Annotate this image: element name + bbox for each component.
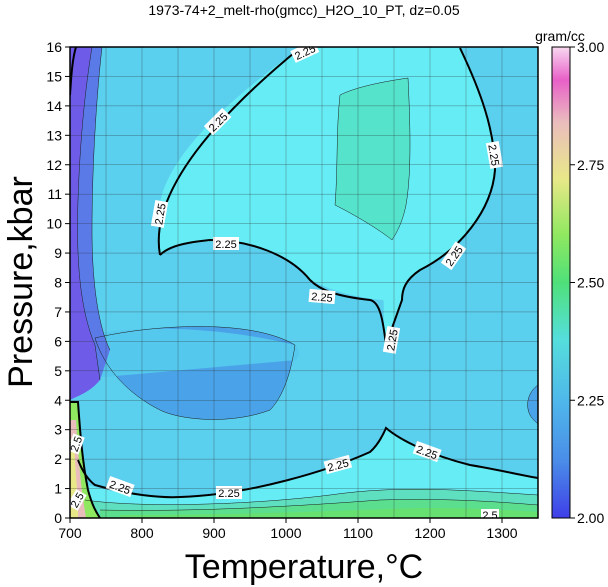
x-tick-label: 1200 [414,525,445,541]
y-tick-label: 9 [54,245,62,261]
chart-title: 1973-74+2_melt-rho(gmcc)_H2O_10_PT, dz=0… [148,2,460,18]
x-tick-label: 1300 [486,525,517,541]
x-tick-label: 1000 [270,525,301,541]
contour-label: 2.25 [385,329,401,352]
colorbar-tick-label: 2.75 [577,157,604,173]
region-left-edge-2 [77,47,110,380]
thin-contours [77,47,538,511]
y-tick-label: 10 [46,216,62,232]
colorbar-tick-label: 3.00 [577,39,604,55]
contour-label: 2.25 [153,203,169,226]
y-tick-label: 13 [46,127,62,143]
y-tick-label: 8 [54,275,62,291]
contour-label: 2.25 [218,488,239,500]
y-tick-label: 15 [46,68,62,84]
colorbar-tick-label: 2.25 [577,392,604,408]
y-tick-label: 12 [46,157,62,173]
y-tick-label: 16 [46,39,62,55]
contour-upper-left-arc [157,47,301,256]
y-tick-label: 4 [54,392,62,408]
x-axis-ticks: 700 800 900 1000 1100 1200 1300 [58,518,518,541]
y-tick-label: 14 [46,98,62,114]
contour-lower-left [70,401,101,518]
contour-label: 2.5 [482,510,497,522]
y-tick-label: 7 [54,304,62,320]
contour-label: 2.5 [69,435,86,453]
region-inner-high [335,78,410,240]
x-tick-label: 700 [58,525,82,541]
colorbar-tick-label: 2.00 [577,510,604,526]
x-tick-label: 1100 [343,525,373,541]
contour-label: 2.25 [215,239,236,251]
plot-area: 2.25 2.25 2.25 2.25 2.25 2.25 [69,47,538,522]
region-upper-light [158,48,496,345]
colorbar-tick-label: 2.50 [577,275,604,291]
contour-upper-right-arc [385,47,497,346]
y-axis-label: Pressure,kbar [2,176,40,388]
x-axis-label: Temperature,°C [185,548,423,586]
main-contours [70,47,538,518]
y-tick-label: 6 [54,333,62,349]
colorbar: gram/cc 2.00 2.25 2.50 2.75 3.00 [535,28,604,526]
contour-label: 2.25 [326,457,350,474]
x-tick-label: 900 [202,525,226,541]
y-tick-label: 2 [54,451,62,467]
grid-lines [70,47,538,518]
region-right-blob [527,385,538,424]
contour-upper-inner [159,238,387,346]
y-tick-label: 1 [54,481,62,497]
contour-lower [77,426,538,499]
contour-label: 2.25 [485,144,501,167]
y-tick-label: 11 [47,186,62,202]
colorbar-ticks: 2.00 2.25 2.50 2.75 3.00 [570,39,604,526]
colorbar-label: gram/cc [535,28,585,44]
y-tick-label: 0 [54,510,62,526]
colorbar-gradient [551,46,571,519]
y-tick-label: 3 [54,422,62,438]
y-tick-label: 5 [54,363,62,379]
x-tick-label: 800 [130,525,154,541]
region-bottom-green-2 [120,508,538,518]
